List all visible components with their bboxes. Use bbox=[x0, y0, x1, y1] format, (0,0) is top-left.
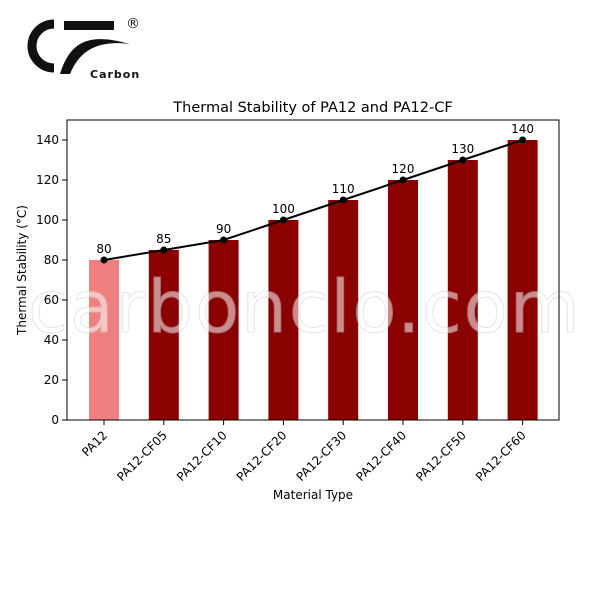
x-tick-label: PA12 bbox=[79, 428, 110, 459]
data-labels-group: 80 85 90 100 110 120 130 140 bbox=[96, 122, 534, 256]
y-tick-label: 120 bbox=[36, 173, 59, 187]
x-tick-label: PA12-CF10 bbox=[174, 428, 230, 484]
watermark-text: carbonclo.com bbox=[28, 265, 582, 349]
bars-group bbox=[89, 140, 538, 420]
x-tick-label: PA12-CF50 bbox=[413, 428, 469, 484]
trend-marker bbox=[459, 156, 467, 164]
x-tick-label: PA12-CF60 bbox=[473, 428, 529, 484]
trend-marker bbox=[339, 196, 347, 204]
x-tick-label: PA12-CF40 bbox=[353, 428, 409, 484]
data-label: 90 bbox=[216, 222, 231, 236]
watermark-layer: carbonclo.com bbox=[28, 265, 582, 350]
x-axis-title: Material Type bbox=[273, 488, 353, 502]
bar-pa12-cf40 bbox=[388, 180, 418, 420]
logo-graphic: ® Carbon bbox=[27, 16, 140, 81]
bar-pa12-cf60 bbox=[507, 140, 538, 420]
plot-frame bbox=[66, 119, 560, 421]
bar-pa12 bbox=[89, 260, 119, 420]
logo-registered-mark: ® bbox=[126, 16, 140, 32]
trend-marker bbox=[160, 246, 168, 254]
data-label: 130 bbox=[451, 142, 474, 156]
logo-carbon-word: Carbon bbox=[90, 68, 140, 81]
trend-marker bbox=[519, 136, 527, 144]
y-tick-label: 20 bbox=[44, 373, 59, 387]
data-label: 80 bbox=[96, 242, 111, 256]
trend-marker bbox=[100, 256, 108, 264]
x-tick-label: PA12-CF30 bbox=[294, 428, 350, 484]
data-label: 100 bbox=[272, 202, 295, 216]
x-axis: PA12 PA12-CF05 PA12-CF10 PA12-CF20 PA12-CF30… bbox=[79, 420, 529, 484]
cf-carbon-logo: ® Carbon bbox=[14, 12, 154, 84]
logo-c-shape bbox=[27, 19, 55, 73]
y-axis: 0 20 40 60 80 100 120 140 bbox=[36, 133, 67, 427]
bar-pa12-cf20 bbox=[268, 220, 299, 420]
trend-marker bbox=[399, 176, 407, 184]
trend-marker bbox=[279, 216, 287, 224]
bar-pa12-cf10 bbox=[208, 240, 239, 420]
y-axis-title: Thermal Stability (°C) bbox=[15, 205, 29, 336]
y-tick-label: 0 bbox=[51, 413, 59, 427]
x-tick-label: PA12-CF20 bbox=[234, 428, 290, 484]
data-label: 110 bbox=[332, 182, 355, 196]
bar-pa12-cf50 bbox=[447, 160, 478, 420]
logo-f-swoosh bbox=[60, 39, 130, 74]
data-label: 140 bbox=[511, 122, 534, 136]
y-tick-label: 80 bbox=[44, 253, 59, 267]
bar-pa12-cf05 bbox=[148, 250, 179, 420]
y-tick-label: 40 bbox=[44, 333, 59, 347]
y-tick-label: 100 bbox=[36, 213, 59, 227]
y-tick-label: 140 bbox=[36, 133, 59, 147]
y-tick-label: 60 bbox=[44, 293, 59, 307]
trend-marker bbox=[220, 236, 228, 244]
bar-pa12-cf30 bbox=[328, 200, 359, 420]
x-tick-label: PA12-CF05 bbox=[114, 428, 170, 484]
trend-line-layer bbox=[100, 136, 527, 264]
chart-title: Thermal Stability of PA12 and PA12-CF bbox=[172, 100, 452, 116]
data-label: 85 bbox=[156, 232, 171, 246]
data-label: 120 bbox=[392, 162, 415, 176]
logo-f-top-bar bbox=[64, 21, 114, 30]
trend-line bbox=[103, 139, 523, 261]
